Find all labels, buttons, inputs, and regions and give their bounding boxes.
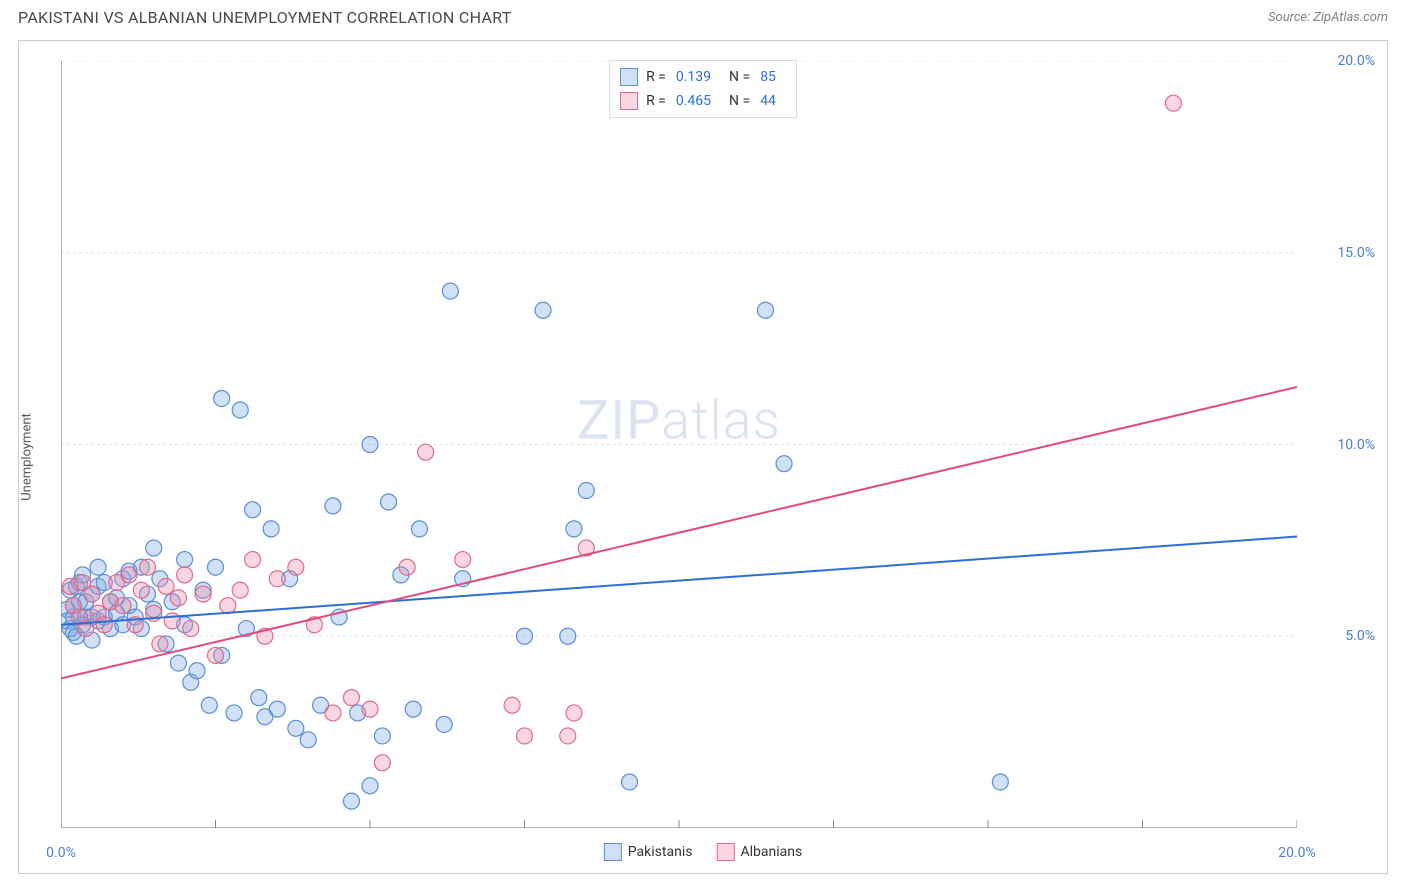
y-tick-label: 10.0%	[1337, 437, 1375, 453]
plot-area: ZIPatlas	[61, 61, 1297, 828]
chart-title: PAKISTANI VS ALBANIAN UNEMPLOYMENT CORRE…	[18, 8, 512, 27]
series-legend-item: Albanians	[716, 843, 802, 861]
scatter-plot-svg	[61, 61, 1297, 828]
chart-header: PAKISTANI VS ALBANIAN UNEMPLOYMENT CORRE…	[0, 0, 1406, 33]
stat-label: N =	[729, 89, 750, 113]
chart-container: Unemployment R = 0.139 N = 85 R = 0.465 …	[18, 40, 1388, 874]
stat-label: N =	[729, 65, 750, 89]
y-tick-label: 15.0%	[1337, 245, 1375, 261]
stat-r-value: 0.139	[676, 65, 711, 89]
stat-label: R =	[646, 89, 666, 113]
stat-n-value: 85	[760, 65, 776, 89]
stats-legend-row: R = 0.139 N = 85	[620, 65, 786, 89]
stat-r-value: 0.465	[676, 89, 711, 113]
chart-source: Source: ZipAtlas.com	[1268, 10, 1388, 25]
stat-n-value: 44	[760, 89, 776, 113]
series-legend-item: Pakistanis	[604, 843, 693, 861]
y-axis-label: Unemployment	[20, 413, 35, 501]
legend-swatch-icon	[604, 843, 622, 861]
y-tick-label: 20.0%	[1337, 53, 1375, 69]
legend-swatch-icon	[620, 68, 638, 86]
stats-legend-row: R = 0.465 N = 44	[620, 89, 786, 113]
legend-swatch-icon	[716, 843, 734, 861]
stats-legend: R = 0.139 N = 85 R = 0.465 N = 44	[609, 60, 797, 118]
x-tick-label: 20.0%	[1278, 845, 1316, 861]
series-legend: Pakistanis Albanians	[604, 843, 802, 861]
y-tick-label: 5.0%	[1345, 628, 1375, 644]
series-legend-label: Albanians	[740, 844, 802, 860]
legend-swatch-icon	[620, 92, 638, 110]
stat-label: R =	[646, 65, 666, 89]
series-legend-label: Pakistanis	[628, 844, 693, 860]
x-tick-label: 0.0%	[46, 845, 76, 861]
